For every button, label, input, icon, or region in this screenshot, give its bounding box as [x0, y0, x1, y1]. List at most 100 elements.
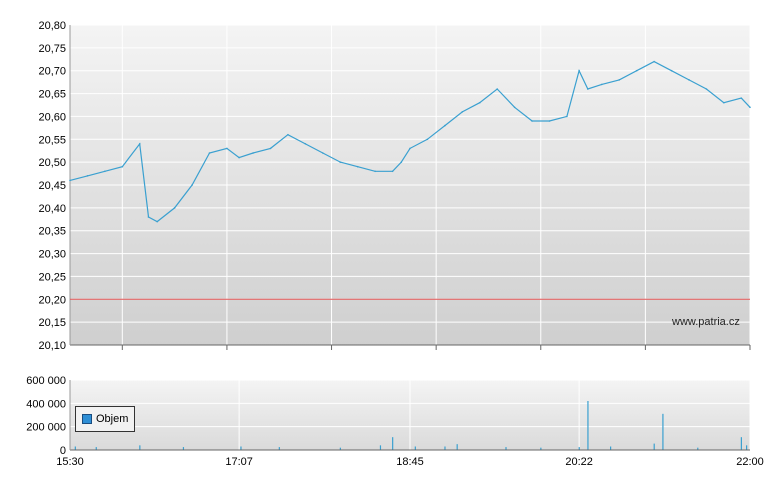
price-y-tick-label: 20,40: [38, 203, 66, 215]
volume-y-axis: 600 000 400 000 200 000 0: [26, 375, 66, 457]
volume-bars: [74, 401, 748, 450]
volume-y-tick-label: 0: [60, 445, 66, 457]
price-y-tick-label: 20,65: [38, 89, 66, 101]
volume-bar: [414, 446, 416, 450]
volume-x-ticks: 15:30 17:07 18:45 20:22 22:00: [56, 456, 764, 468]
price-point: [156, 220, 158, 223]
volume-bar: [139, 445, 141, 450]
legend-swatch: [82, 414, 92, 424]
price-point: [426, 138, 429, 141]
price-x-ticks: [121, 345, 751, 350]
volume-x-tick-label: 15:30: [56, 456, 84, 468]
volume-x-tick-label: 20:22: [565, 456, 593, 468]
price-point: [496, 88, 498, 90]
price-y-tick-label: 20,20: [38, 294, 66, 306]
volume-bar: [379, 445, 382, 450]
price-y-tick-label: 20,35: [38, 226, 66, 238]
price-point: [587, 88, 589, 90]
price-point: [287, 133, 289, 136]
price-point: [69, 179, 71, 182]
price-point: [322, 152, 324, 154]
price-point: [191, 184, 193, 186]
price-y-tick-label: 20,10: [38, 340, 66, 352]
volume-bar: [540, 447, 542, 450]
price-point: [356, 165, 359, 168]
price-point: [391, 170, 394, 173]
price-y-tick-label: 20,15: [38, 317, 66, 329]
price-point: [374, 170, 376, 173]
price-point: [86, 175, 89, 177]
volume-bar: [444, 446, 446, 450]
price-point: [104, 170, 106, 173]
price-y-tick-label: 20,25: [38, 271, 66, 283]
price-point: [173, 207, 176, 209]
volume-bar: [339, 447, 341, 450]
price-point: [653, 60, 655, 63]
price-point: [670, 69, 673, 72]
volume-bar: [740, 437, 742, 450]
price-point: [138, 143, 141, 145]
price-point: [461, 111, 464, 113]
volume-bar: [95, 447, 97, 450]
volume-bar: [392, 437, 394, 450]
price-point: [548, 120, 551, 122]
watermark: www.patria.cz: [672, 316, 740, 328]
price-y-tick-label: 20,50: [38, 157, 66, 169]
price-point: [269, 147, 272, 150]
volume-bar: [505, 447, 507, 450]
price-y-tick-label: 20,80: [38, 20, 66, 32]
volume-bar: [74, 446, 76, 450]
price-point: [409, 147, 411, 150]
price-point: [566, 115, 568, 118]
price-point: [478, 101, 481, 104]
price-point: [740, 97, 743, 99]
price-point: [400, 161, 403, 163]
volume-bar: [697, 447, 699, 450]
volume-bar: [653, 443, 655, 450]
price-y-tick-label: 20,30: [38, 249, 66, 261]
price-point: [513, 106, 516, 109]
price-point: [578, 69, 580, 72]
price-y-tick-label: 20,60: [38, 111, 66, 123]
price-point: [531, 120, 533, 122]
volume-y-tick-label: 400 000: [26, 398, 66, 410]
volume-bar: [610, 446, 612, 450]
volume-y-tick-label: 200 000: [26, 422, 66, 434]
volume-legend: Objem: [75, 406, 135, 432]
price-point: [688, 79, 690, 81]
volume-bar: [578, 447, 580, 450]
price-point: [705, 88, 708, 90]
price-y-axis: 20,80 20,75 20,70 20,65 20,60 20,55 20,50 20,45…: [38, 20, 66, 352]
price-point: [444, 124, 446, 127]
price-y-tick-label: 20,45: [38, 180, 66, 192]
price-point: [600, 83, 603, 86]
volume-y-tick-label: 600 000: [26, 375, 66, 387]
price-point: [252, 152, 254, 154]
price-y-tick-label: 20,75: [38, 43, 66, 55]
volume-bar: [587, 401, 589, 450]
volume-x-tick-label: 22:00: [736, 456, 764, 468]
price-y-tick-label: 20,55: [38, 134, 66, 146]
volume-bar: [240, 446, 242, 450]
volume-bar: [278, 447, 280, 450]
price-point: [226, 147, 228, 150]
price-point: [618, 79, 621, 81]
volume-bar: [662, 413, 664, 450]
price-point: [339, 161, 342, 163]
price-point: [147, 216, 150, 218]
price-point: [238, 156, 240, 159]
volume-x-tick-label: 18:45: [396, 456, 424, 468]
price-point: [121, 165, 124, 168]
price-point: [304, 143, 307, 145]
price-point: [723, 101, 725, 104]
volume-bar: [746, 445, 748, 450]
price-point: [749, 106, 751, 109]
volume-bar: [182, 447, 185, 450]
volume-bar: [456, 444, 458, 450]
price-y-tick-label: 20,70: [38, 66, 66, 78]
price-points: [69, 60, 751, 223]
volume-x-tick-label: 17:07: [225, 456, 253, 468]
price-point: [208, 152, 211, 154]
price-series-line: [69, 60, 751, 223]
